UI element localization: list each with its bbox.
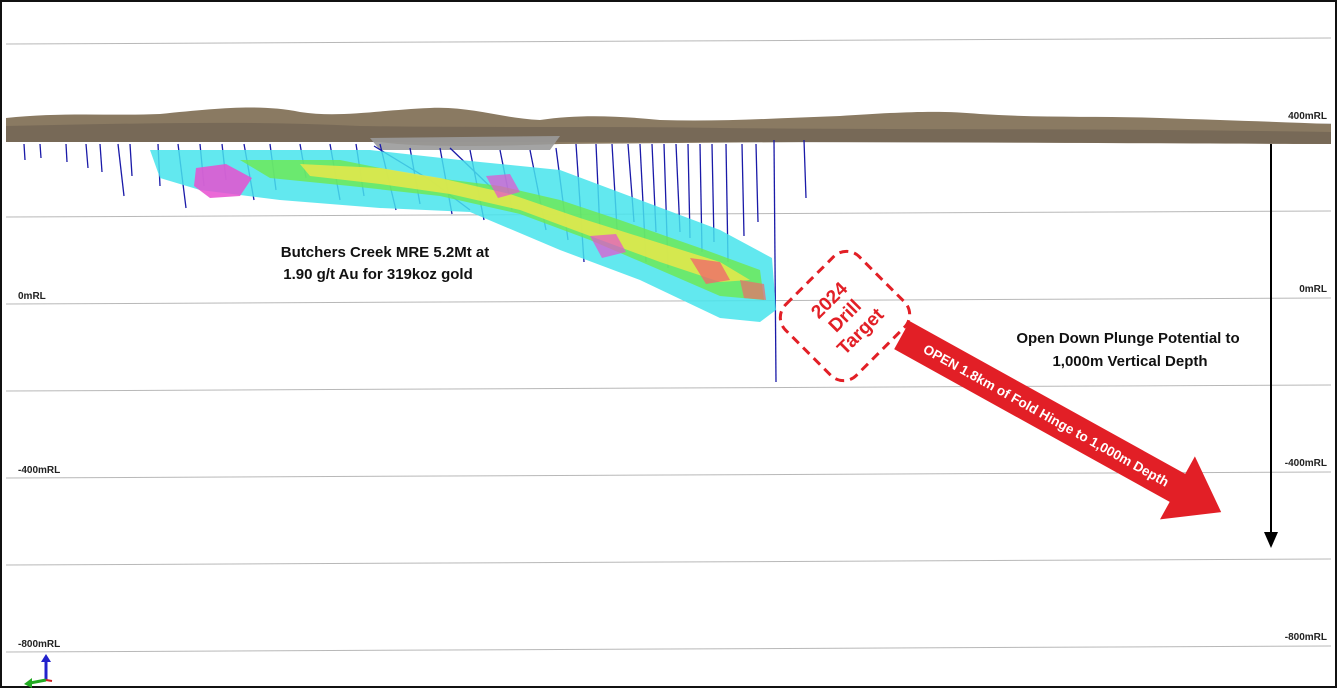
block-model (150, 150, 776, 322)
grid-line (5, 558, 1332, 566)
grid-line (5, 37, 1332, 45)
rl-label-right-minus400: -400mRL (1285, 458, 1327, 469)
rl-label-right-400: 400mRL (1288, 111, 1327, 122)
rl-label-right-minus800: -800mRL (1285, 632, 1327, 643)
grid-line-minus400 (5, 471, 1332, 479)
drill-target-callout: 2024 Drill Target (778, 249, 912, 383)
topographic-surface (6, 107, 1331, 150)
plunge-annotation-line-1: Open Down Plunge Potential to (1016, 330, 1239, 347)
grid-line (5, 384, 1332, 392)
resource-annotation: Butchers Creek MRE 5.2Mt at 1.90 g/t Au … (281, 244, 489, 283)
rl-label-right-0: 0mRL (1299, 284, 1327, 295)
plunge-annotation-line-2: 1,000m Vertical Depth (1052, 353, 1207, 370)
plunge-annotation: Open Down Plunge Potential to 1,000m Ver… (1016, 330, 1239, 370)
rl-label-left-minus400: -400mRL (18, 465, 60, 476)
vertical-depth-arrow (1264, 144, 1278, 548)
rl-labels-right: 400mRL 0mRL -400mRL -800mRL (1285, 111, 1327, 643)
rl-label-left-0: 0mRL (18, 291, 46, 302)
resource-annotation-line-1: Butchers Creek MRE 5.2Mt at (281, 244, 489, 261)
rl-label-left-minus800: -800mRL (18, 639, 60, 650)
rl-labels-left: 0mRL -400mRL -800mRL (18, 291, 60, 650)
axis-triad-icon (24, 654, 53, 688)
resource-annotation-line-2: 1.90 g/t Au for 319koz gold (283, 266, 472, 283)
grid-line-minus800 (5, 645, 1332, 653)
grid-line-0 (5, 297, 1332, 305)
